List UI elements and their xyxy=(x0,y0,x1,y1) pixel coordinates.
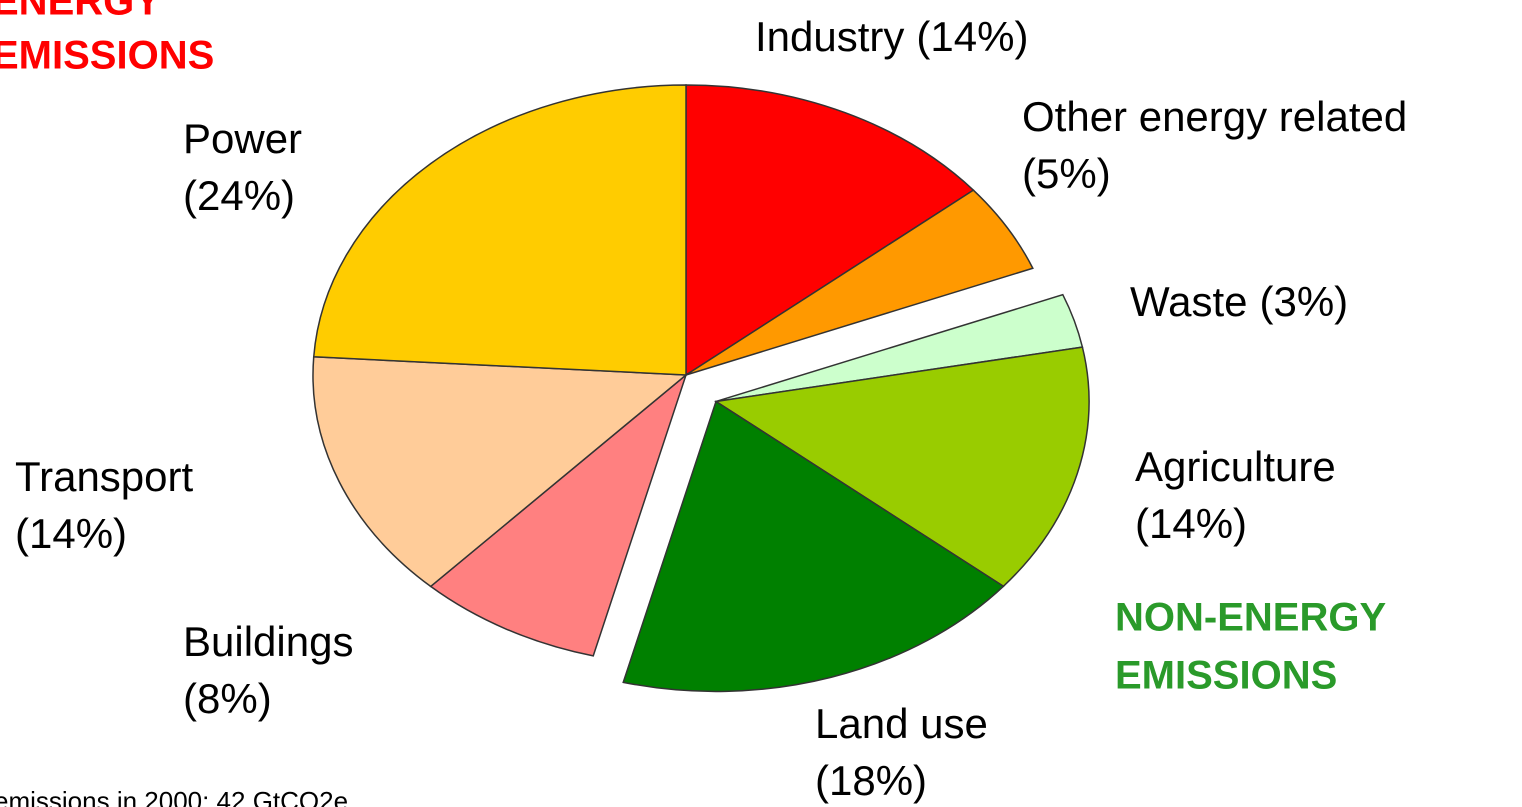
pie-slice xyxy=(429,372,688,657)
pie-slice xyxy=(312,84,687,376)
value-label: (14%) xyxy=(916,13,1028,60)
category-label: Buildings xyxy=(183,618,353,665)
group-label: EMISSIONS xyxy=(1115,654,1337,698)
slice-label: Power (24%) xyxy=(183,115,302,219)
pie-slice xyxy=(685,84,975,377)
value-label: (18%) xyxy=(815,757,927,804)
value-label: (8%) xyxy=(183,675,272,722)
category-label: Transport xyxy=(15,453,194,500)
pie-slice xyxy=(685,189,1034,376)
slice-label: Agriculture (14%) xyxy=(1135,443,1336,547)
slice-label: Industry (14%) xyxy=(755,13,1028,60)
category-label: Land use xyxy=(815,700,988,747)
category-label: Agriculture xyxy=(1135,443,1336,490)
slice-label: Waste (3%) xyxy=(1130,278,1348,325)
slice-label: Buildings (8%) xyxy=(183,618,353,722)
value-label: (24%) xyxy=(183,172,295,219)
pie-slice xyxy=(622,400,1005,693)
slice-label: Other energy related (5%) xyxy=(1022,93,1407,197)
category-label: Other energy related xyxy=(1022,93,1407,140)
slice-label: Transport (14%) xyxy=(15,453,194,557)
value-label: (3%) xyxy=(1259,278,1348,325)
value-label: (14%) xyxy=(15,510,127,557)
slice-label: Land use (18%) xyxy=(815,700,988,804)
category-label: Power xyxy=(183,115,302,162)
group-label: NON-ENERGY xyxy=(1115,596,1386,640)
pie-slice xyxy=(312,356,688,588)
footnote: emissions in 2000: 42 GtCO2e xyxy=(0,786,348,807)
category-label: Waste xyxy=(1130,278,1247,325)
group-label: ENERGY xyxy=(0,0,161,24)
category-label: Industry xyxy=(755,13,904,60)
group-label: EMISSIONS xyxy=(0,34,214,78)
pie-slice xyxy=(713,346,1090,588)
value-label: (14%) xyxy=(1135,500,1247,547)
value-label: (5%) xyxy=(1022,150,1111,197)
